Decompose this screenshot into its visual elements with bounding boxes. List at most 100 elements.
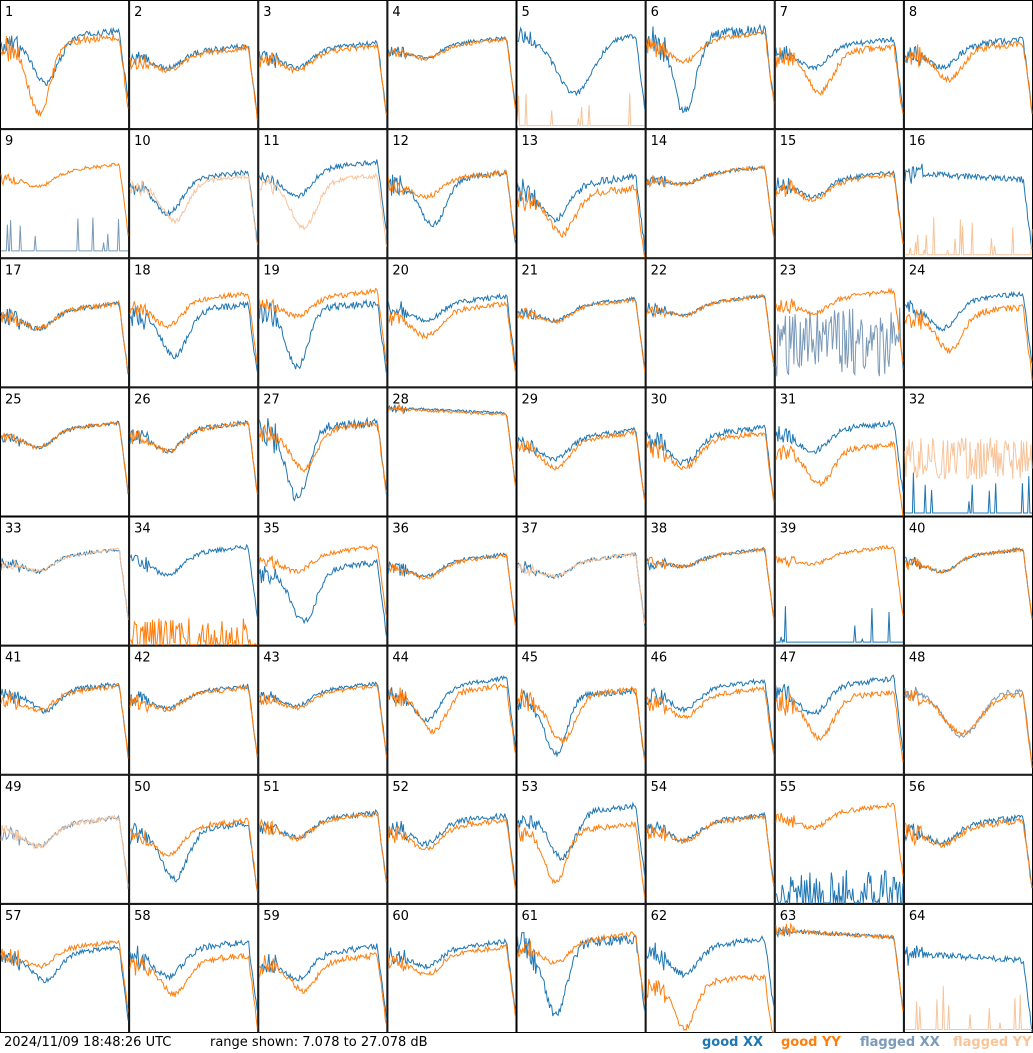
panel-35: 35 <box>258 516 388 646</box>
panel-frame <box>129 258 259 388</box>
series-yy-7 <box>775 44 904 114</box>
panel-27: 27 <box>258 387 388 517</box>
panel-frame <box>516 258 646 388</box>
panel-label: 25 <box>5 392 22 407</box>
series-yy-47 <box>775 690 904 762</box>
panel-label: 13 <box>522 134 539 149</box>
series-yy-28 <box>387 403 516 487</box>
series-xx-47 <box>775 674 904 751</box>
panel-frame <box>774 903 904 1033</box>
panel-frame <box>387 0 517 130</box>
panel-17: 17 <box>0 258 130 388</box>
panel-54: 54 <box>645 774 775 904</box>
panel-13: 13 <box>516 129 646 259</box>
panel-frame <box>258 516 388 646</box>
series-xx-13 <box>517 172 646 251</box>
panel-label: 48 <box>909 651 926 666</box>
panel-label: 46 <box>651 651 668 666</box>
panel-frame <box>645 516 775 646</box>
panel-25: 25 <box>0 387 130 517</box>
series-yy-49 <box>0 814 129 887</box>
series-yy-24 <box>904 304 1033 381</box>
panel-55: 55 <box>774 774 904 905</box>
panel-label: 62 <box>651 909 668 924</box>
series-yy-56 <box>904 816 1033 888</box>
panel-50: 50 <box>129 774 259 904</box>
series-xx-35 <box>258 558 387 637</box>
panel-43: 43 <box>258 645 388 775</box>
panel-label: 49 <box>5 780 22 795</box>
series-xx-11 <box>258 159 387 231</box>
series-yy-5 <box>517 93 645 127</box>
panel-45: 45 <box>516 645 646 775</box>
panel-frame <box>645 774 775 904</box>
panel-12: 12 <box>387 129 517 259</box>
panel-frame <box>129 0 259 130</box>
panel-frame <box>0 387 130 517</box>
panel-34: 34 <box>129 516 259 647</box>
panel-frame <box>129 774 259 904</box>
panel-label: 58 <box>134 909 151 924</box>
panel-label: 29 <box>522 392 539 407</box>
series-xx-14 <box>646 165 775 237</box>
series-yy-57 <box>0 939 129 1012</box>
series-xx-32 <box>904 472 1032 514</box>
panel-label: 47 <box>780 651 797 666</box>
panel-frame <box>387 645 517 775</box>
panel-label: 7 <box>780 5 788 20</box>
panel-frame <box>387 903 517 1033</box>
series-yy-6 <box>646 29 775 104</box>
series-xx-5 <box>517 26 646 109</box>
series-xx-58 <box>129 939 258 1012</box>
panel-label: 60 <box>392 909 409 924</box>
panel-label: 11 <box>263 134 280 149</box>
series-xx-8 <box>904 36 1033 112</box>
series-yy-31 <box>775 440 904 516</box>
panel-frame <box>516 645 646 775</box>
panel-label: 50 <box>134 780 151 795</box>
series-yy-8 <box>904 41 1033 114</box>
series-xx-24 <box>904 290 1033 364</box>
panel-label: 54 <box>651 780 668 795</box>
panel-label: 1 <box>5 5 13 20</box>
panel-9: 9 <box>0 129 130 259</box>
panel-24: 24 <box>903 258 1033 388</box>
panel-6: 6 <box>645 0 775 130</box>
panel-32: 32 <box>903 387 1033 517</box>
series-xx-2 <box>129 42 258 116</box>
panel-label: 10 <box>134 134 151 149</box>
panel-label: 22 <box>651 263 668 278</box>
panel-16: 16 <box>903 129 1033 259</box>
panel-frame <box>645 0 775 130</box>
panel-label: 14 <box>651 134 668 149</box>
panel-47: 47 <box>774 645 904 775</box>
panel-39: 39 <box>774 516 904 646</box>
panel-label: 3 <box>263 5 271 20</box>
panel-frame <box>0 645 130 775</box>
timestamp: 2024/11/09 18:48:26 UTC <box>4 1035 172 1050</box>
panel-frame <box>645 129 775 259</box>
panel-51: 51 <box>258 774 388 904</box>
panel-23: 23 <box>774 258 904 388</box>
series-yy-62 <box>646 973 774 1033</box>
series-xx-6 <box>646 23 775 114</box>
panel-label: 26 <box>134 392 151 407</box>
panel-frame <box>516 774 646 904</box>
series-yy-29 <box>517 429 646 501</box>
panel-frame <box>258 129 388 259</box>
series-xx-25 <box>0 420 129 495</box>
series-yy-63 <box>775 922 904 1011</box>
panel-frame <box>129 516 259 646</box>
panel-label: 63 <box>780 909 797 924</box>
panel-63: 63 <box>774 903 904 1033</box>
series-yy-10 <box>129 172 258 245</box>
series-yy-32 <box>904 437 1033 480</box>
series-xx-42 <box>129 683 258 758</box>
panel-label: 9 <box>5 134 13 149</box>
panel-label: 37 <box>522 522 539 537</box>
range-text: range shown: 7.078 to 27.078 dB <box>210 1035 428 1050</box>
panel-label: 31 <box>780 392 797 407</box>
series-xx-45 <box>517 686 646 759</box>
panel-57: 57 <box>0 903 130 1033</box>
